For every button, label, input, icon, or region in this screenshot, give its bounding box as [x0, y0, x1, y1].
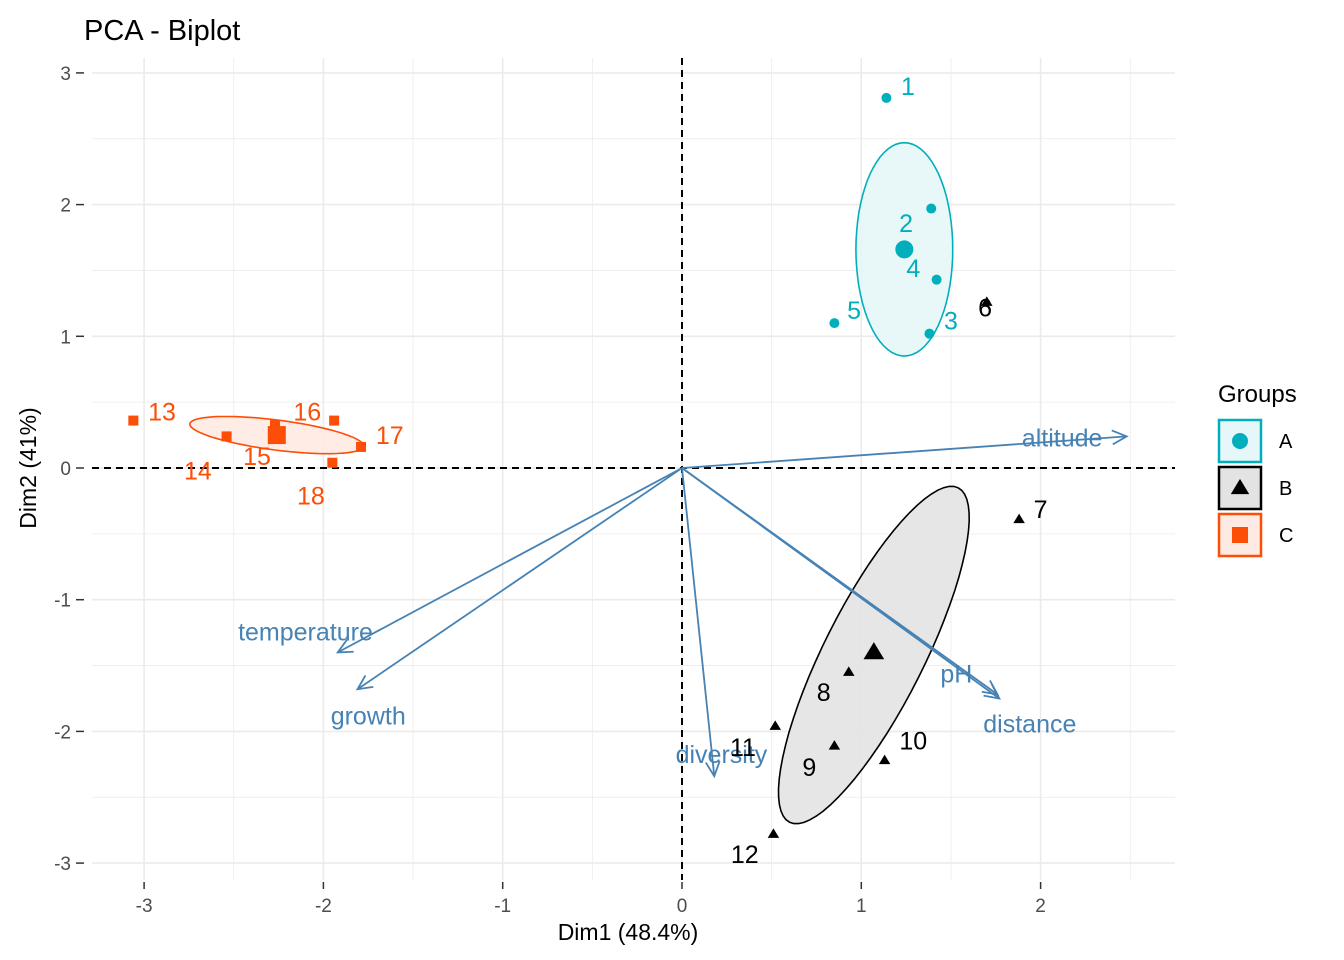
point-labels: altitude temperature growth diversity pH dist… [148, 73, 1102, 869]
arrowhead-growth [355, 674, 374, 691]
y-tick-label: -2 [54, 722, 71, 743]
legend-marker-c [1232, 527, 1248, 543]
individual-points [128, 92, 1025, 838]
centroid-group-c [267, 426, 286, 445]
point-label-2: 2 [899, 210, 913, 238]
point-label-16: 16 [293, 398, 321, 426]
point-label-18: 18 [297, 483, 325, 511]
legend-key-c [1217, 512, 1263, 558]
x-axis-title: Dim1 (48.4%) [558, 919, 699, 945]
y-tick-label: -1 [54, 591, 71, 612]
chart-title: PCA - Biplot [84, 15, 240, 47]
point-8 [842, 666, 855, 676]
x-tick-label: -2 [315, 896, 332, 917]
y-tick-label: 2 [60, 196, 71, 217]
point-6 [981, 296, 993, 306]
arrowhead-temperature [335, 638, 354, 654]
point-label-9: 9 [802, 754, 816, 782]
point-3 [924, 328, 935, 339]
y-tick-label: 1 [60, 327, 71, 348]
point-12 [767, 828, 780, 838]
x-tick-label: -1 [494, 896, 511, 917]
point-11 [769, 720, 781, 730]
arrow-distance [681, 467, 1000, 700]
legend-key-a [1217, 418, 1263, 464]
point-7 [1013, 513, 1025, 524]
variable-label-growth: growth [331, 703, 406, 731]
centroid-group-b [863, 642, 885, 660]
legend-marker-a [1232, 433, 1248, 449]
x-tick-label: 2 [1035, 896, 1046, 917]
point-9 [828, 740, 841, 750]
arrowhead-altitude [1111, 429, 1129, 446]
point-13 [128, 415, 139, 426]
legend-label-a: A [1279, 431, 1293, 453]
point-label-10: 10 [899, 728, 927, 756]
centroid-group-a [895, 240, 914, 259]
point-label-17: 17 [376, 422, 404, 450]
y-tick-label: 3 [60, 64, 71, 85]
arrow-diversity [681, 467, 716, 777]
point-label-12: 12 [731, 841, 759, 869]
point-label-8: 8 [817, 679, 831, 707]
legend: Groups A B C [1217, 381, 1297, 558]
arrowhead-diversity [705, 760, 721, 779]
point-15 [269, 419, 280, 430]
arrow-growth [356, 467, 683, 690]
arrow-altitude [681, 435, 1127, 469]
variable-label-diversity: diversity [676, 741, 768, 769]
y-tick-label: 0 [60, 459, 71, 480]
variable-label-temperature: temperature [238, 618, 373, 646]
point-label-5: 5 [847, 297, 861, 325]
point-label-11: 11 [730, 734, 756, 762]
point-16 [329, 415, 340, 426]
x-tick-label: 1 [856, 896, 867, 917]
arrowhead-distance [983, 683, 1002, 700]
grid [92, 58, 1175, 880]
variable-arrows [335, 429, 1129, 779]
point-5 [829, 318, 840, 329]
legend-marker-b [1230, 478, 1250, 495]
x-tick-label: 0 [677, 896, 688, 917]
y-tick-label: -3 [54, 854, 71, 875]
point-2 [926, 203, 937, 214]
point-10 [878, 754, 891, 765]
y-axis-title: Dim2 (41%) [15, 407, 41, 528]
point-4 [931, 274, 942, 285]
legend-title: Groups [1218, 381, 1297, 408]
variable-label-distance: distance [983, 710, 1076, 738]
point-label-14: 14 [184, 458, 212, 486]
point-14 [221, 431, 232, 442]
legend-label-c: C [1279, 525, 1293, 547]
point-18 [327, 457, 338, 468]
point-label-6: 6 [978, 294, 992, 322]
x-tick-label: -3 [136, 896, 153, 917]
legend-label-b: B [1279, 478, 1292, 500]
point-1 [881, 92, 892, 103]
point-label-13: 13 [148, 398, 176, 426]
variable-label-ph: pH [940, 660, 972, 688]
point-label-15: 15 [243, 443, 271, 471]
arrow-temperature [337, 467, 683, 654]
point-label-7: 7 [1034, 496, 1048, 524]
variable-label-altitude: altitude [1022, 425, 1103, 453]
point-label-4: 4 [906, 255, 920, 283]
point-label-3: 3 [944, 307, 958, 335]
point-17 [356, 441, 367, 452]
point-label-1: 1 [901, 73, 915, 101]
